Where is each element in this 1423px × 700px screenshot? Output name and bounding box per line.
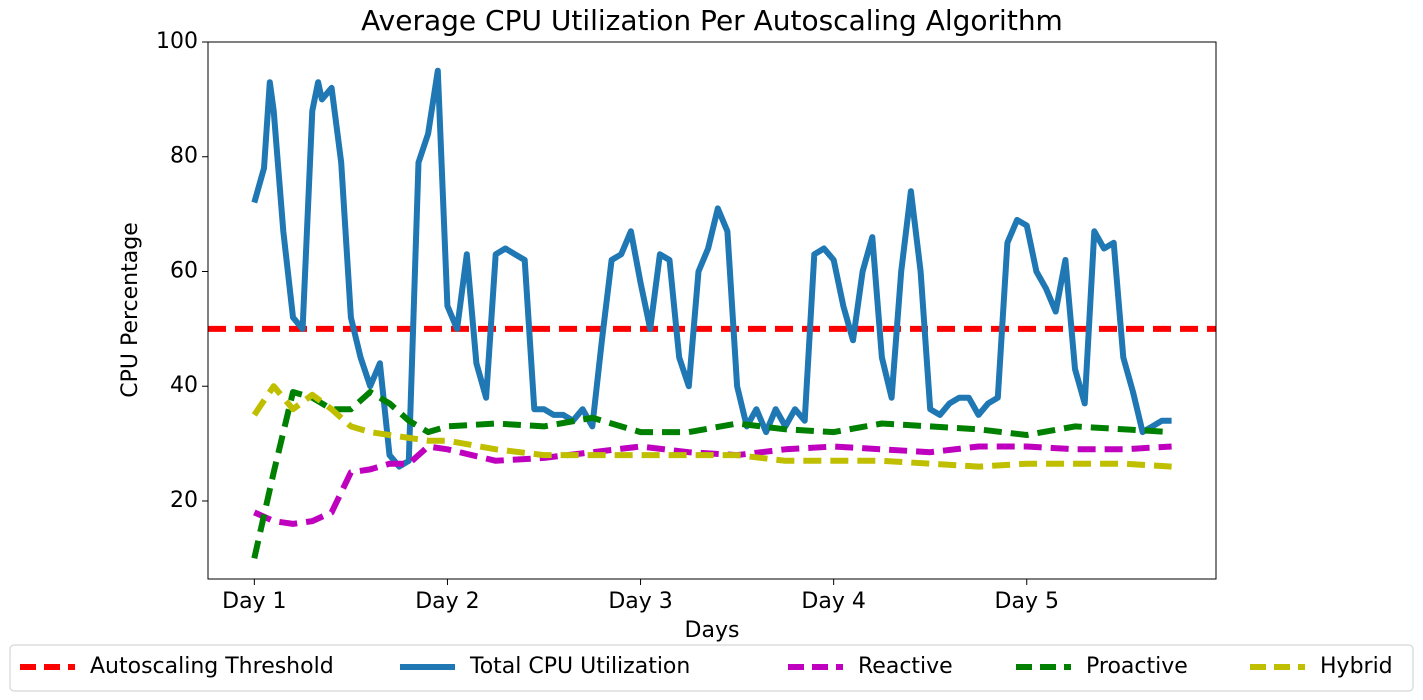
legend-label: Hybrid (1320, 654, 1393, 679)
y-tick-label: 60 (170, 258, 198, 283)
plot-frame (207, 41, 1217, 580)
legend-label: Autoscaling Threshold (90, 654, 334, 679)
y-tick-label: 100 (156, 29, 198, 54)
y-axis-label: CPU Percentage (118, 222, 143, 397)
x-tick-label: Day 5 (995, 589, 1059, 614)
legend-label: Proactive (1086, 654, 1188, 679)
legend-box (9, 644, 1414, 692)
y-tick-label: 80 (170, 144, 198, 169)
y-tick-label: 40 (170, 373, 198, 398)
legend-label: Total CPU Utilization (469, 654, 690, 679)
chart-title: Average CPU Utilization Per Autoscaling … (361, 4, 1063, 37)
x-axis-label: Days (685, 618, 740, 643)
x-tick-label: Day 3 (608, 589, 672, 614)
x-tick-label: Day 2 (415, 589, 479, 614)
y-tick-label: 20 (170, 488, 198, 513)
x-tick-label: Day 4 (801, 589, 865, 614)
series-line (251, 383, 1172, 470)
x-tick-label: Day 1 (222, 589, 286, 614)
legend-label: Reactive (858, 654, 953, 679)
series-line (251, 67, 1172, 470)
series-line (251, 389, 1172, 559)
